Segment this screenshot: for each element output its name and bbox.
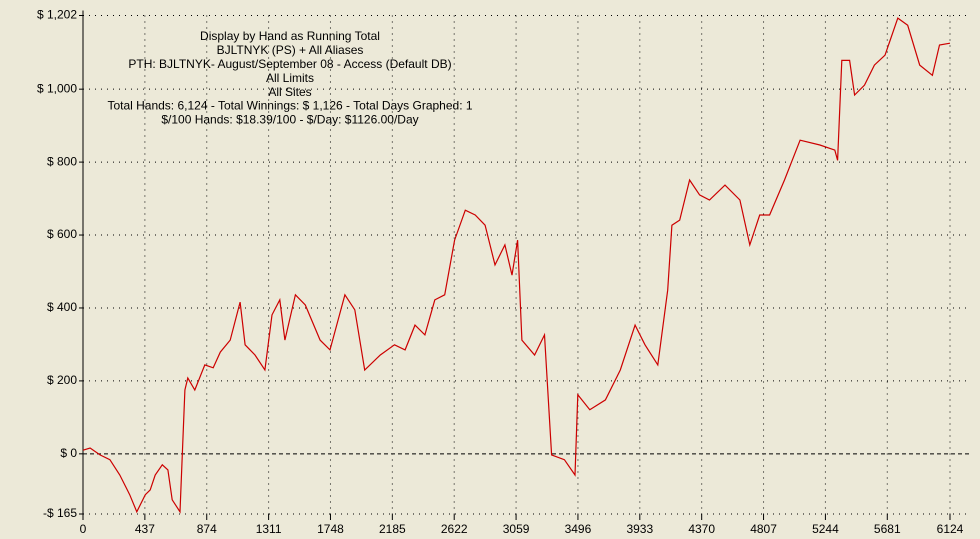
y-tick-label: -$ 165 [43,506,77,520]
y-tick-label: $ 200 [47,373,77,387]
y-tick-label: $ 1,202 [37,8,77,22]
y-tick-label: $ 1,000 [37,81,77,95]
annotation: PTH: BJLTNYK- August/September 08 - Acce… [128,57,451,71]
annotation: Display by Hand as Running Total [200,29,380,43]
annotation: All Sites [268,85,311,99]
annotation: Total Hands: 6,124 - Total Winnings: $ 1… [107,99,472,113]
x-tick-label: 5244 [812,522,839,536]
x-tick-label: 3059 [503,522,530,536]
x-tick-label: 4370 [688,522,715,536]
x-tick-label: 5681 [874,522,901,536]
annotation: $/100 Hands: $18.39/100 - $/Day: $1126.0… [161,113,418,127]
y-tick-label: $ 0 [60,446,77,460]
x-tick-label: 2622 [441,522,468,536]
x-tick-label: 874 [197,522,217,536]
annotation: BJLTNYK (PS) + All Aliases [217,43,364,57]
line [82,17,951,514]
x-tick-label: 437 [135,522,155,536]
x-tick-label: 1748 [317,522,344,536]
x-tick-label: 1311 [256,522,282,536]
y-tick-label: $ 600 [47,227,77,241]
x-tick-label: 3933 [626,522,653,536]
annotation: All Limits [266,71,314,85]
x-tick-label: 2185 [379,522,406,536]
y-tick-label: $ 400 [47,300,77,314]
x-tick-label: 0 [80,522,87,536]
y-tick-label: $ 800 [47,154,77,168]
x-tick-label: 4807 [750,522,777,536]
x-tick-label: 6124 [937,522,964,536]
x-tick-label: 3496 [565,522,592,536]
